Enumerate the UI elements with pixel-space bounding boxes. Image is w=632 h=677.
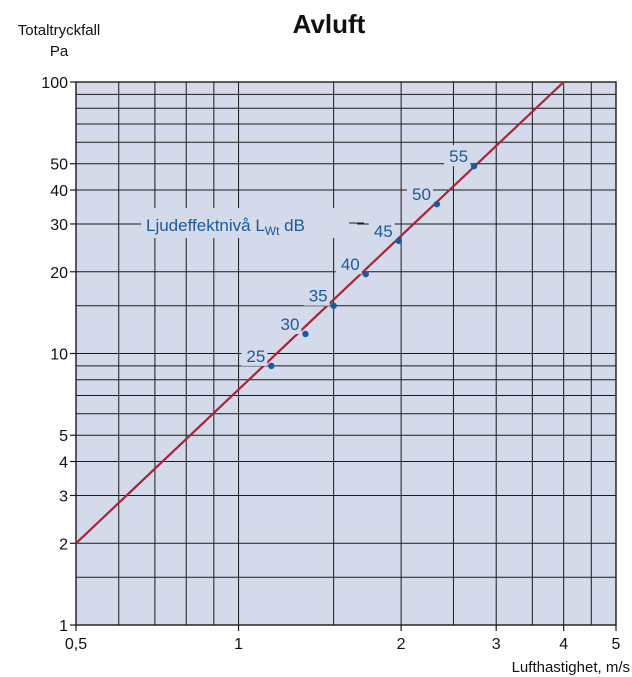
sound-level-point	[268, 362, 275, 370]
sound-level-label: 35	[309, 287, 328, 306]
sound-level-label-bg	[368, 219, 395, 241]
sound-level-label-bg	[275, 312, 302, 334]
y-tick-label: 5	[59, 428, 68, 445]
legend-label: Ljudeffektnivå LWt dB	[146, 216, 305, 238]
sound-level-point	[330, 302, 337, 309]
sound-level-label: 45	[374, 222, 393, 241]
sound-level-label-bg	[303, 284, 330, 306]
y-tick-label: 50	[50, 157, 68, 174]
sound-level-label-bg	[444, 145, 471, 167]
legend-bg	[141, 208, 357, 238]
grid-layer	[76, 82, 616, 625]
y-tick-label: 20	[50, 265, 68, 282]
sound-level-label-bg	[406, 183, 433, 205]
series-line	[75, 81, 565, 545]
sound-level-label: 25	[246, 347, 265, 366]
x-tick-label: 4	[559, 636, 568, 653]
y-axis-title-line2: Pa	[50, 43, 69, 60]
sound-level-label: 50	[412, 185, 431, 204]
sound-level-point	[395, 237, 402, 245]
points-layer: 25 30 35 40 45 50 55	[241, 145, 478, 370]
legend-label-sub: Wt	[265, 224, 280, 238]
sound-level-label-bg	[241, 344, 268, 366]
x-tick-label: 2	[397, 636, 406, 653]
x-tick-label: 1	[234, 636, 243, 653]
sound-level-point	[302, 330, 309, 338]
y-tick-label: 30	[50, 217, 68, 234]
sound-level-label: 40	[341, 255, 360, 274]
legend-label-main: Ljudeffektnivå L	[146, 216, 265, 235]
y-tick-label: 1	[59, 618, 68, 635]
sound-level-point	[433, 200, 441, 208]
chart-title: Avluft	[293, 9, 366, 39]
y-tick-label: 4	[59, 455, 68, 472]
y-tick-label: 10	[50, 347, 68, 364]
y-tick-label: 40	[50, 183, 68, 200]
y-axis-title-line1: Totaltryckfall	[18, 22, 101, 39]
y-tick-label: 100	[41, 75, 68, 92]
sound-level-point	[470, 162, 478, 170]
x-tick-label: 3	[492, 636, 501, 653]
sound-level-label: 30	[281, 315, 300, 334]
x-tick-label: 5	[612, 636, 621, 653]
x-tick-label: 0,5	[65, 636, 87, 653]
sound-level-point	[362, 270, 369, 278]
legend-label-unit: dB	[279, 216, 305, 235]
series-layer	[75, 81, 565, 545]
sound-level-label: 55	[449, 147, 468, 166]
x-axis-title: Lufthastighet, m/s	[512, 659, 630, 676]
plot-frame	[75, 81, 617, 626]
y-tick-label: 2	[59, 536, 68, 553]
y-tick-label: 3	[59, 488, 68, 505]
sound-level-label-bg	[335, 253, 362, 275]
legend: Ljudeffektnivå LWt dB	[141, 208, 364, 238]
